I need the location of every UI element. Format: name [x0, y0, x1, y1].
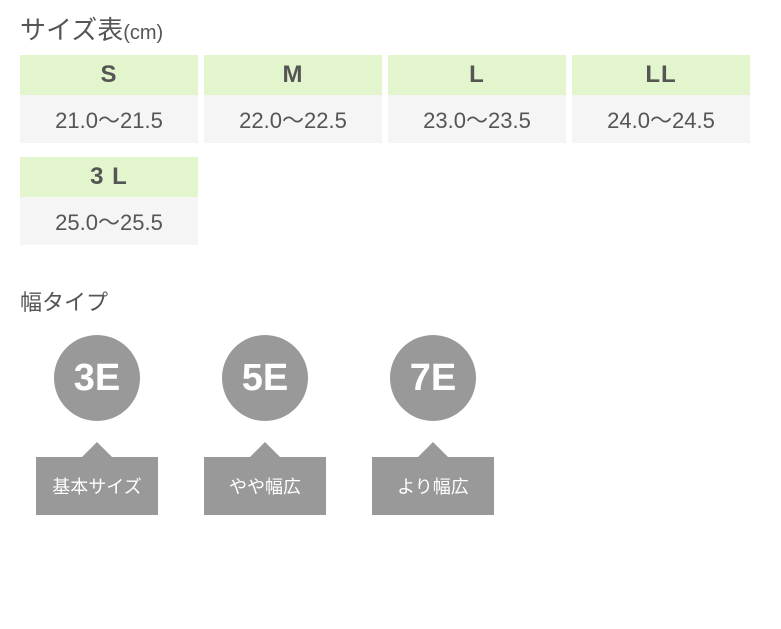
size-col-s: S 21.0～21.5: [20, 55, 198, 143]
size-col-m: M 22.0～22.5: [204, 55, 382, 143]
size-header: M: [204, 55, 382, 95]
width-circle: 3E: [54, 335, 140, 421]
size-col-3l: 3 L 25.0～25.5: [20, 157, 198, 245]
width-label: 基本サイズ: [36, 457, 158, 515]
width-item-5e: 5E やや幅広: [204, 335, 326, 515]
size-value: 24.0～24.5: [572, 95, 750, 143]
size-header: L: [388, 55, 566, 95]
size-row-1: S 21.0～21.5 M 22.0～22.5 L 23.0～23.5 LL 2…: [20, 55, 761, 143]
size-col-ll: LL 24.0～24.5: [572, 55, 750, 143]
size-chart-title: サイズ表(cm): [20, 10, 761, 47]
width-type-row: 3E 基本サイズ 5E やや幅広 7E より幅広: [20, 335, 761, 515]
size-value: 22.0～22.5: [204, 95, 382, 143]
width-circle: 7E: [390, 335, 476, 421]
width-label: より幅広: [372, 457, 494, 515]
title-main: サイズ表: [20, 15, 123, 45]
width-label: やや幅広: [204, 457, 326, 515]
size-header: LL: [572, 55, 750, 95]
size-header: S: [20, 55, 198, 95]
size-row-2: 3 L 25.0～25.5: [20, 157, 761, 245]
width-type-heading: 幅タイプ: [20, 285, 761, 317]
size-value: 25.0～25.5: [20, 197, 198, 245]
size-value: 21.0～21.5: [20, 95, 198, 143]
width-circle: 5E: [222, 335, 308, 421]
size-value: 23.0～23.5: [388, 95, 566, 143]
size-header: 3 L: [20, 157, 198, 197]
width-item-3e: 3E 基本サイズ: [36, 335, 158, 515]
title-unit: (cm): [123, 22, 163, 44]
width-item-7e: 7E より幅広: [372, 335, 494, 515]
size-col-l: L 23.0～23.5: [388, 55, 566, 143]
